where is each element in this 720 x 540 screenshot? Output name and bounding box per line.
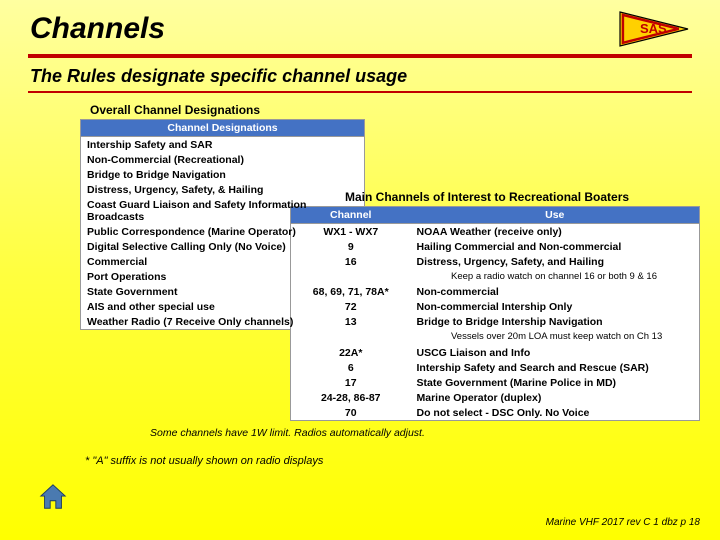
cell-channel: 72 [291, 300, 411, 315]
page-footer: Marine VHF 2017 rev C 1 dbz p 18 [546, 517, 700, 528]
table1-row: Intership Safety and SAR [81, 137, 364, 152]
flag-icon: SAS [618, 10, 690, 48]
footnote-a-suffix: * "A" suffix is not usually shown on rad… [85, 455, 720, 467]
cell-use: Bridge to Bridge Intership Navigation [411, 315, 700, 330]
table2-row: 17State Government (Marine Police in MD) [291, 375, 700, 390]
cell-use: Intership Safety and Search and Rescue (… [411, 360, 700, 375]
page-title: Channels [30, 12, 165, 46]
cell-use: NOAA Weather (receive only) [411, 224, 700, 240]
cell-channel: 68, 69, 71, 78A* [291, 285, 411, 300]
table1-row: Bridge to Bridge Navigation [81, 167, 364, 182]
cell-use: Non-commercial Intership Only [411, 300, 700, 315]
table2-note-row: Keep a radio watch on channel 16 or both… [291, 269, 700, 285]
table2-row: 24-28, 86-87Marine Operator (duplex) [291, 390, 700, 405]
cell-channel: 13 [291, 315, 411, 330]
table2-row: WX1 - WX7NOAA Weather (receive only) [291, 224, 700, 240]
cell-channel: 6 [291, 360, 411, 375]
cell-use: State Government (Marine Police in MD) [411, 375, 700, 390]
table1-header: Channel Designations [81, 120, 364, 137]
cell-use: USCG Liaison and Info [411, 345, 700, 360]
col-channel: Channel [291, 207, 411, 224]
cell-channel: WX1 - WX7 [291, 224, 411, 240]
table2-row: 16Distress, Urgency, Safety, and Hailing [291, 254, 700, 269]
cell-use: Do not select - DSC Only. No Voice [411, 405, 700, 421]
table2-label: Main Channels of Interest to Recreationa… [345, 190, 720, 204]
cell-channel: 16 [291, 254, 411, 269]
table1-row: Distress, Urgency, Safety, & Hailing [81, 182, 364, 197]
home-icon[interactable] [38, 482, 68, 512]
cell-use: Distress, Urgency, Safety, and Hailing [411, 254, 700, 269]
rule-thin [28, 91, 692, 93]
cell-use: Hailing Commercial and Non-commercial [411, 239, 700, 254]
cell-use: Marine Operator (duplex) [411, 390, 700, 405]
col-use: Use [411, 207, 700, 224]
table2-row: 6Intership Safety and Search and Rescue … [291, 360, 700, 375]
table2-row: 13Bridge to Bridge Intership Navigation [291, 315, 700, 330]
table2-row: 9Hailing Commercial and Non-commercial [291, 239, 700, 254]
table1-label: Overall Channel Designations [90, 103, 720, 117]
cell-channel: 70 [291, 405, 411, 421]
cell-use: Non-commercial [411, 285, 700, 300]
cell-channel: 17 [291, 375, 411, 390]
table2-row: 70Do not select - DSC Only. No Voice [291, 405, 700, 421]
cell-channel: 9 [291, 239, 411, 254]
table-main-channels: Channel Use WX1 - WX7NOAA Weather (recei… [290, 206, 700, 421]
svg-text:SAS: SAS [640, 21, 667, 36]
table2-note-row: Vessels over 20m LOA must keep watch on … [291, 330, 700, 346]
table2-row: 22A*USCG Liaison and Info [291, 345, 700, 360]
table1-row: Non-Commercial (Recreational) [81, 152, 364, 167]
table2-row: 72Non-commercial Intership Only [291, 300, 700, 315]
footnote-power: Some channels have 1W limit. Radios auto… [150, 427, 720, 439]
cell-channel: 24-28, 86-87 [291, 390, 411, 405]
rule-thick [28, 54, 692, 58]
table2-row: 68, 69, 71, 78A*Non-commercial [291, 285, 700, 300]
page-subtitle: The Rules designate specific channel usa… [30, 66, 690, 87]
cell-channel: 22A* [291, 345, 411, 360]
